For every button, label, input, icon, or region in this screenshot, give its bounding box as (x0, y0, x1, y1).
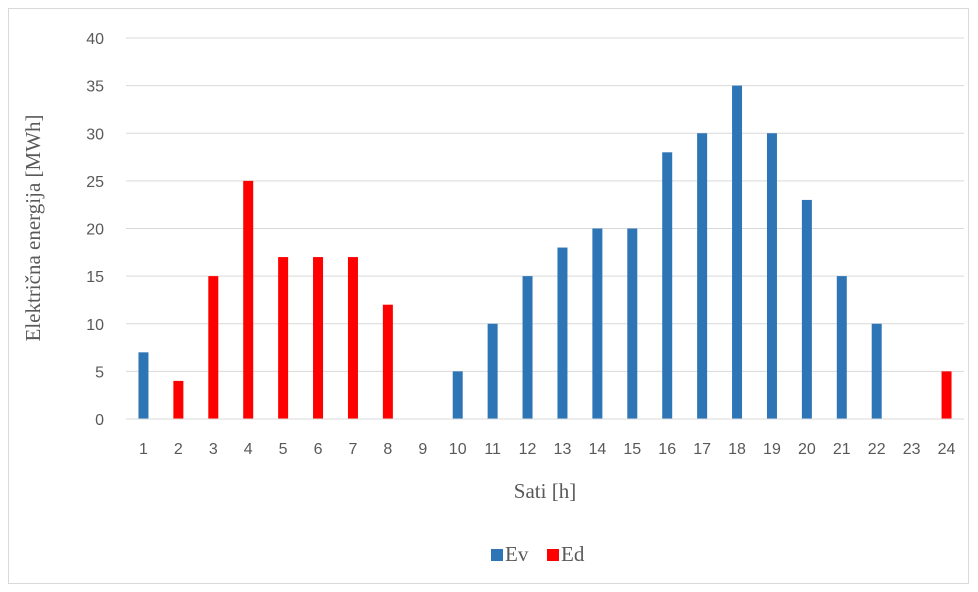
x-axis-title: Sati [h] (514, 479, 576, 503)
y-tick-label: 40 (86, 31, 104, 48)
chart-frame (8, 8, 969, 584)
x-tick-label: 11 (484, 441, 501, 458)
bar-ed-24 (941, 371, 952, 419)
legend: Ev Ed (491, 542, 585, 566)
x-tick-label: 9 (418, 441, 427, 458)
bar-ed-5 (278, 257, 289, 419)
y-tick-label: 5 (95, 364, 104, 381)
bar-ev-18 (732, 85, 743, 419)
bar-ev-10 (452, 371, 463, 419)
x-tick-label: 15 (623, 441, 641, 458)
x-tick-label: 3 (209, 441, 218, 458)
x-tick-label: 23 (903, 441, 921, 458)
bar-ed-6 (313, 257, 324, 419)
x-tick-label: 6 (314, 441, 323, 458)
bar-ev-1 (138, 352, 149, 419)
bar-ev-16 (662, 152, 673, 420)
x-tick-label: 24 (938, 441, 956, 458)
bar-ev-12 (522, 276, 533, 419)
bar-ed-8 (382, 304, 393, 419)
y-tick-label: 35 (86, 79, 104, 96)
y-axis-ticks: 0 5 10 15 20 25 30 35 40 (86, 31, 104, 429)
bar-ed-2 (173, 380, 184, 419)
x-tick-label: 4 (244, 441, 253, 458)
y-axis-title: Električna energija [MWh] (21, 114, 45, 341)
x-tick-label: 18 (728, 441, 746, 458)
legend-swatch-ev (491, 549, 503, 561)
bar-ev-22 (871, 323, 882, 419)
x-tick-label: 13 (554, 441, 572, 458)
bar-ev-21 (836, 276, 847, 419)
x-tick-label: 20 (798, 441, 816, 458)
bar-ed-7 (347, 257, 358, 419)
x-tick-label: 14 (588, 441, 606, 458)
bar-ed-4 (243, 180, 254, 419)
x-tick-label: 1 (139, 441, 148, 458)
y-tick-label: 10 (86, 317, 104, 334)
x-axis-ticks: 1 2 3 4 5 6 7 8 9 10 11 12 13 14 15 16 17 18 19 20 21 22 23 24 (139, 441, 956, 458)
x-tick-label: 7 (349, 441, 358, 458)
x-tick-label: 17 (693, 441, 711, 458)
x-tick-label: 10 (449, 441, 467, 458)
x-tick-label: 16 (658, 441, 676, 458)
gridlines (126, 37, 964, 372)
legend-label-ev: Ev (505, 542, 529, 566)
legend-label-ed: Ed (561, 542, 585, 566)
y-tick-label: 0 (95, 412, 104, 429)
legend-swatch-ed (547, 549, 559, 561)
bars (138, 85, 952, 420)
bar-ev-11 (487, 323, 498, 419)
x-tick-label: 21 (833, 441, 851, 458)
bar-ev-15 (627, 228, 638, 419)
x-tick-label: 2 (174, 441, 183, 458)
x-tick-label: 8 (383, 441, 392, 458)
y-tick-label: 15 (86, 269, 104, 286)
bar-ev-19 (766, 133, 777, 419)
y-tick-label: 25 (86, 174, 104, 191)
x-tick-label: 5 (279, 441, 288, 458)
x-tick-label: 19 (763, 441, 781, 458)
bar-ev-20 (801, 199, 812, 419)
x-tick-label: 12 (519, 441, 537, 458)
bar-ev-17 (697, 133, 708, 419)
bar-ev-14 (592, 228, 603, 419)
y-tick-label: 20 (86, 222, 104, 239)
bar-ev-13 (557, 247, 568, 419)
x-tick-label: 22 (868, 441, 886, 458)
y-tick-label: 30 (86, 126, 104, 143)
bar-ed-3 (208, 276, 219, 419)
